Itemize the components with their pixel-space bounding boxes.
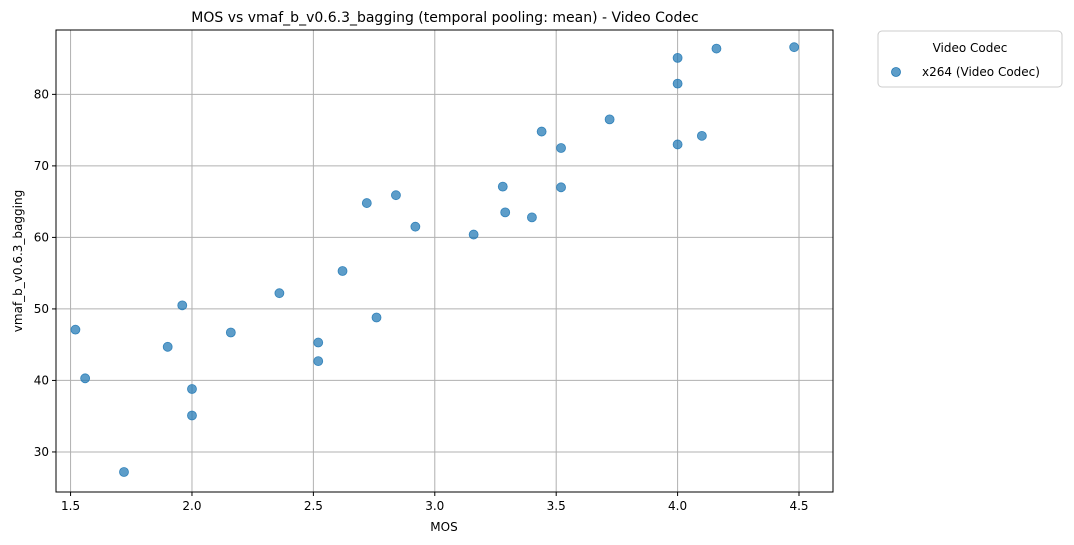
data-point <box>119 467 129 477</box>
chart-title: MOS vs vmaf_b_v0.6.3_bagging (temporal p… <box>191 10 698 26</box>
y-tick-label: 80 <box>34 87 49 101</box>
x-tick-label: 4.0 <box>668 499 687 513</box>
data-point <box>536 126 547 137</box>
data-point <box>313 337 324 348</box>
data-point <box>162 341 173 352</box>
data-point <box>70 324 81 335</box>
data-point <box>711 43 722 54</box>
data-point <box>604 114 615 125</box>
grid <box>56 30 833 492</box>
legend: Video Codec x264 (Video Codec) <box>877 30 1063 88</box>
legend-entry-label: x264 (Video Codec) <box>922 65 1040 79</box>
y-tick-label: 50 <box>34 302 49 316</box>
legend-box <box>877 30 1063 88</box>
data-point <box>696 130 707 141</box>
data-point <box>556 143 566 153</box>
data-point <box>527 212 537 223</box>
data-point <box>391 190 401 201</box>
legend-marker <box>891 67 901 77</box>
data-point <box>177 300 188 311</box>
x-tick-label: 2.5 <box>304 499 323 513</box>
x-tick-label: 3.0 <box>425 499 444 513</box>
data-point <box>410 221 421 232</box>
y-axis-ticks: 30 40 50 60 70 80 <box>34 87 56 459</box>
data-point <box>361 198 372 208</box>
x-axis-label: MOS <box>430 520 457 534</box>
y-tick-label: 40 <box>34 373 49 387</box>
data-point <box>789 42 800 53</box>
x-axis-ticks: 1.5 2.0 2.5 3.0 3.5 4.0 4.5 <box>61 492 809 513</box>
data-point <box>500 207 511 218</box>
data-point <box>337 266 348 276</box>
y-tick-label: 70 <box>34 159 49 173</box>
data-point <box>468 229 479 240</box>
data-point <box>556 182 566 193</box>
data-point <box>371 312 382 323</box>
data-point <box>313 356 324 367</box>
data-point <box>225 327 236 338</box>
y-tick-label: 60 <box>34 230 49 244</box>
x-tick-label: 2.0 <box>182 499 201 513</box>
x-tick-label: 4.5 <box>789 499 808 513</box>
y-axis-label: vmaf_b_v0.6.3_bagging <box>11 190 25 332</box>
data-point <box>80 373 91 384</box>
data-point <box>187 384 197 394</box>
data-point <box>497 181 508 192</box>
y-tick-label: 30 <box>34 445 49 459</box>
x-tick-label: 3.5 <box>547 499 566 513</box>
data-point <box>672 52 683 63</box>
legend-title: Video Codec <box>933 41 1008 55</box>
data-point <box>187 410 197 421</box>
plot-area <box>55 29 834 493</box>
data-points <box>70 42 800 477</box>
x-tick-label: 1.5 <box>61 499 80 513</box>
data-point <box>672 78 683 89</box>
data-point <box>274 288 285 299</box>
data-point <box>672 139 683 150</box>
